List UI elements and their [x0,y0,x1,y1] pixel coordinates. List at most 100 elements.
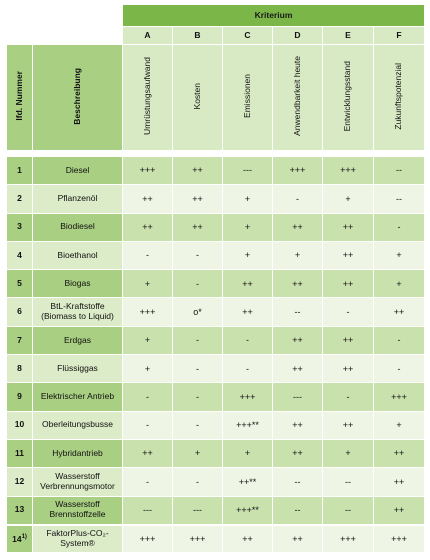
cell-5-d: ++ [272,269,323,299]
cell-3-a: ++ [122,212,173,242]
cell-1-a: +++ [122,155,173,186]
cell-13-d: -- [272,495,323,525]
cell-3-c: + [222,212,273,242]
row-description-9: Elektrischer Antrieb [32,382,123,412]
cell-11-e: + [322,438,374,469]
row-number-13: 13 [6,495,33,525]
row-description-8: Flüssiggas [32,354,123,384]
table-row-14: 141) FaktorPlus-CO₂- System® +++ +++ ++ +… [6,525,425,553]
cell-14-f: +++ [373,525,425,553]
cell-2-d: - [272,184,323,214]
cell-6-a: +++ [122,297,173,327]
table-row-1: 1 Diesel +++ ++ --- +++ +++ -- [6,155,425,186]
table-row-2: 2 Pflanzenöl ++ ++ + - + -- [6,184,425,214]
cell-4-d: + [272,240,323,271]
row-number-4: 4 [6,240,33,271]
cell-11-a: ++ [122,438,173,469]
column-label-text-e: Entwicklungsstand [342,60,353,132]
cell-8-a: + [122,354,173,384]
cell-12-e: -- [322,467,374,497]
cell-8-e: ++ [322,354,374,384]
column-label-text-a: Umrüstungsaufwand [141,57,152,136]
row-number-8: 8 [6,354,33,384]
cell-2-a: ++ [122,184,173,214]
row-number-9: 9 [6,382,33,412]
cell-14-c: ++ [222,525,273,553]
cell-13-a: --- [122,495,173,525]
cell-6-c: ++ [222,297,273,327]
column-label-d: Anwendbarkeit heute [272,44,323,151]
column-letter-f: F [373,26,425,45]
row-number-6: 6 [6,297,33,327]
kriterium-header: Kriterium [122,4,425,27]
row-description-10: Oberleitungsbusse [32,410,123,440]
cell-13-b: --- [172,495,223,525]
criteria-body: 1 Diesel +++ ++ --- +++ +++ -- 2 Pflanzenöl ++ ++ + -… [6,155,425,525]
row-number-10: 10 [6,410,33,440]
cell-8-c: - [222,354,273,384]
column-label-f: Zukunftspotenzial [373,44,425,151]
table-row-7: 7 Erdgas + - - ++ ++ - [6,325,425,356]
cell-8-b: - [172,354,223,384]
cell-4-e: ++ [322,240,374,271]
cell-7-b: - [172,325,223,356]
row-description-4: Bioethanol [32,240,123,271]
cell-6-e: - [322,297,374,327]
cell-13-c: +++** [222,495,273,525]
cell-1-c: --- [222,155,273,186]
table-row-10: 10 Oberleitungsbusse - - +++** ++ ++ + [6,410,425,440]
cell-9-b: - [172,382,223,412]
column-label-text-d: Anwendbarkeit heute [291,56,302,137]
cell-3-e: ++ [322,212,374,242]
blank-corner-2 [6,26,123,45]
cell-2-f: -- [373,184,425,214]
column-letter-c: C [222,26,273,45]
cell-12-f: ++ [373,467,425,497]
row-description-1: Diesel [32,155,123,186]
cell-5-e: ++ [322,269,374,299]
cell-2-e: + [322,184,374,214]
cell-13-f: ++ [373,495,425,525]
cell-7-c: - [222,325,273,356]
column-label-text-f: Zukunftspotenzial [393,62,404,130]
cell-5-b: - [172,269,223,299]
cell-9-f: +++ [373,382,425,412]
cell-4-a: - [122,240,173,271]
cell-6-b: o* [172,297,223,327]
cell-4-f: + [373,240,425,271]
row-number-11: 11 [6,438,33,469]
cell-11-c: + [222,438,273,469]
table-row-11: 11 Hybridantrieb ++ + + ++ + ++ [6,438,425,469]
cell-1-d: +++ [272,155,323,186]
column-label-e: Entwicklungsstand [322,44,374,151]
cell-12-a: - [122,467,173,497]
column-label-b: Kosten [172,44,223,151]
row-description-11: Hybridantrieb [32,438,123,469]
blank-corner [6,4,123,27]
cell-8-d: ++ [272,354,323,384]
table-row-4: 4 Bioethanol - - + + ++ + [6,240,425,271]
table-row-3: 3 Biodiesel ++ ++ + ++ ++ - [6,212,425,242]
cell-2-c: + [222,184,273,214]
column-letter-d: D [272,26,323,45]
column-letter-b: B [172,26,223,45]
cell-9-c: +++ [222,382,273,412]
cell-7-e: ++ [322,325,374,356]
column-label-text-b: Kosten [191,82,202,110]
cell-1-e: +++ [322,155,374,186]
cell-9-a: - [122,382,173,412]
table-row-9: 9 Elektrischer Antrieb - - +++ --- - +++ [6,382,425,412]
cell-11-f: ++ [373,438,425,469]
cell-2-b: ++ [172,184,223,214]
column-label-a: Umrüstungsaufwand [122,44,173,151]
cell-6-d: -- [272,297,323,327]
column-letter-a: A [122,26,173,45]
column-label-c: Emissionen [222,44,273,151]
row-number-7: 7 [6,325,33,356]
cell-10-a: - [122,410,173,440]
cell-10-f: + [373,410,425,440]
row-description-12: Wasserstoff Verbrennungsmotor [32,467,123,497]
cell-10-e: ++ [322,410,374,440]
